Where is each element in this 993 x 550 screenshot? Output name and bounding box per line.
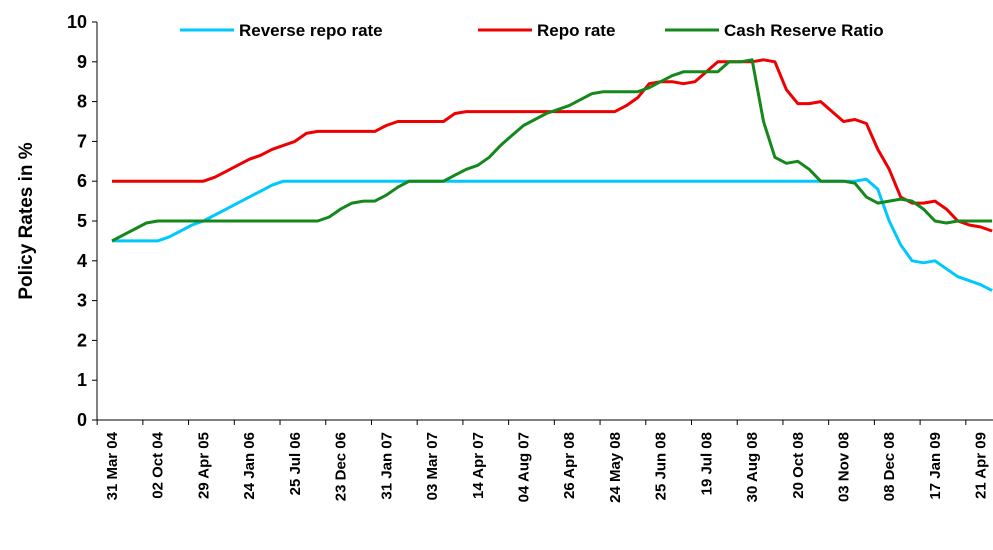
y-tick-label: 7 bbox=[77, 131, 87, 151]
x-tick-label: 24 Jan 06 bbox=[241, 432, 258, 500]
legend-label: Repo rate bbox=[537, 21, 615, 40]
y-tick-label: 6 bbox=[77, 171, 87, 191]
x-tick-label: 20 Oct 08 bbox=[790, 432, 807, 499]
series-line bbox=[112, 177, 993, 292]
y-tick-label: 0 bbox=[77, 410, 87, 430]
series-line bbox=[112, 58, 993, 233]
x-tick-label: 08 Dec 08 bbox=[881, 432, 898, 501]
x-tick-label: 21 Apr 09 bbox=[973, 432, 990, 499]
x-tick-label: 26 Apr 08 bbox=[561, 432, 578, 499]
legend-label: Cash Reserve Ratio bbox=[724, 21, 884, 40]
x-tick-label: 25 Jul 06 bbox=[287, 432, 304, 495]
y-tick-label: 8 bbox=[77, 92, 87, 112]
y-axis-label: Policy Rates in % bbox=[16, 142, 37, 299]
x-tick-label: 30 Aug 08 bbox=[744, 432, 761, 502]
x-tick-label: 25 Jun 08 bbox=[653, 432, 670, 500]
series-line bbox=[111, 58, 993, 243]
x-tick-label: 14 Apr 07 bbox=[470, 432, 487, 499]
y-tick-label: 9 bbox=[77, 52, 87, 72]
x-tick-label: 02 Oct 04 bbox=[150, 431, 167, 498]
x-tick-label: 23 Dec 06 bbox=[333, 432, 350, 501]
x-tick-label: 31 Mar 04 bbox=[104, 431, 121, 500]
x-tick-label: 03 Nov 08 bbox=[836, 432, 853, 502]
y-tick-label: 3 bbox=[77, 291, 87, 311]
y-tick-label: 4 bbox=[77, 251, 87, 271]
x-tick-label: 04 Aug 07 bbox=[515, 432, 532, 502]
x-tick-label: 24 May 08 bbox=[607, 432, 624, 503]
x-tick-label: 03 Mar 07 bbox=[424, 432, 441, 500]
x-tick-label: 17 Jan 09 bbox=[927, 432, 944, 500]
y-tick-label: 2 bbox=[77, 330, 87, 350]
y-tick-label: 5 bbox=[77, 211, 87, 231]
y-tick-label: 1 bbox=[77, 370, 87, 390]
y-tick-label: 10 bbox=[67, 12, 87, 32]
x-tick-label: 31 Jan 07 bbox=[378, 432, 395, 500]
x-tick-label: 19 Jul 08 bbox=[698, 432, 715, 495]
x-tick-label: 29 Apr 05 bbox=[195, 432, 212, 499]
legend-label: Reverse repo rate bbox=[239, 21, 383, 40]
